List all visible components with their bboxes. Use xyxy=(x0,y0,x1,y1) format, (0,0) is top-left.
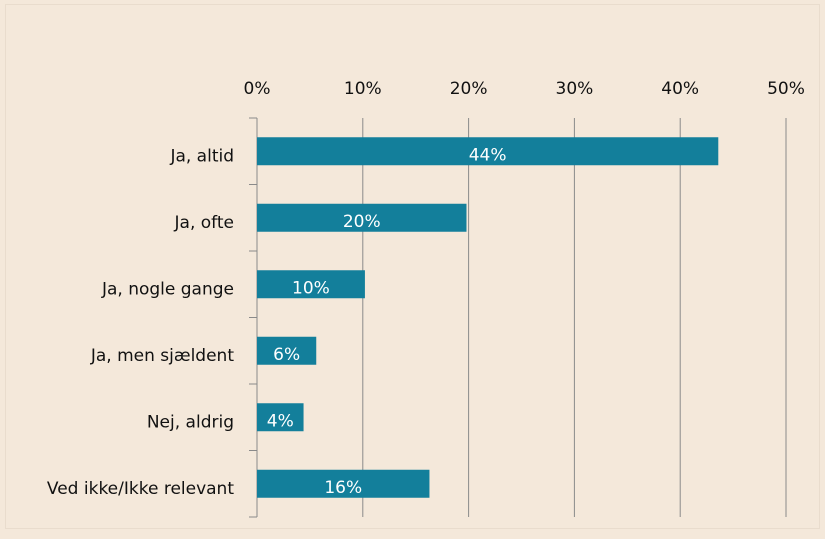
x-tick-label: 0% xyxy=(244,79,271,99)
bar xyxy=(257,203,467,232)
bar xyxy=(257,270,365,299)
x-tick-label: 10% xyxy=(344,79,382,99)
data-label: 4% xyxy=(267,411,294,431)
y-tick-label: Ja, men sjældent xyxy=(90,346,234,366)
x-tick-label: 30% xyxy=(556,79,594,99)
bar xyxy=(257,469,430,498)
data-label: 44% xyxy=(469,145,507,165)
y-tick-label: Ved ikke/Ikke relevant xyxy=(47,479,234,499)
data-label: 20% xyxy=(343,212,381,232)
chart-frame xyxy=(5,4,820,529)
x-tick-label: 20% xyxy=(450,79,488,99)
y-tick-label: Ja, altid xyxy=(169,146,234,166)
data-label: 6% xyxy=(273,345,300,365)
x-tick-label: 50% xyxy=(767,79,805,99)
data-label: 16% xyxy=(324,478,362,498)
x-tick-label: 40% xyxy=(661,79,699,99)
y-tick-label: Ja, nogle gange xyxy=(101,279,234,299)
y-tick-label: Nej, aldrig xyxy=(147,412,234,432)
bar xyxy=(257,137,719,166)
bar xyxy=(257,403,304,432)
data-label: 10% xyxy=(292,278,330,298)
y-tick-label: Ja, ofte xyxy=(174,213,234,233)
bar xyxy=(257,336,317,365)
